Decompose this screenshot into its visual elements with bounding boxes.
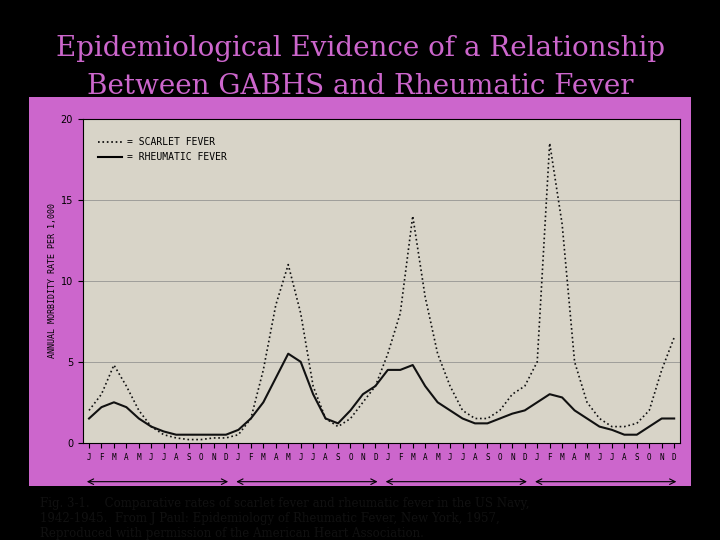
Text: Fig. 3-1.    Comparative rates of scarlet fever and rheumatic fever in the US Na: Fig. 3-1. Comparative rates of scarlet f… [40, 497, 529, 540]
Text: Epidemiological Evidence of a Relationship: Epidemiological Evidence of a Relationsh… [55, 35, 665, 62]
Legend: = SCARLET FEVER, = RHEUMATIC FEVER: = SCARLET FEVER, = RHEUMATIC FEVER [94, 133, 230, 166]
Text: Between GABHS and Rheumatic Fever: Between GABHS and Rheumatic Fever [86, 73, 634, 100]
Y-axis label: ANNUAL MORBIDITY RATE PER 1,000: ANNUAL MORBIDITY RATE PER 1,000 [48, 203, 57, 359]
